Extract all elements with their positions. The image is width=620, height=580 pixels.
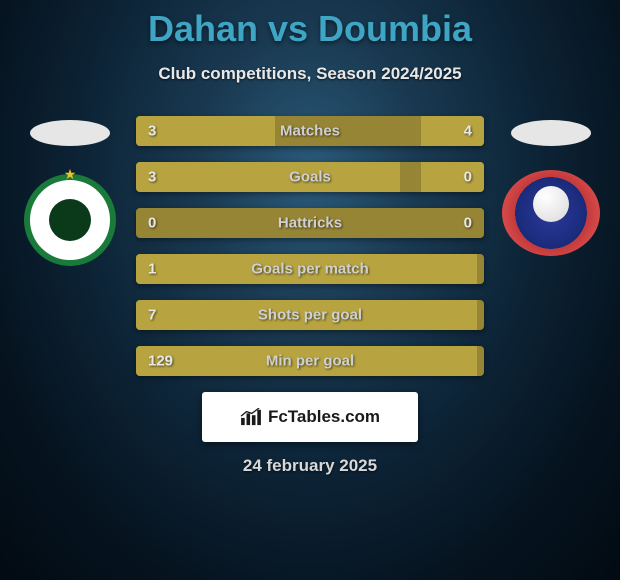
stat-label: Hattricks <box>278 215 342 232</box>
stat-row: 3 0 Goals <box>136 162 484 192</box>
snapshot-date: 24 february 2025 <box>0 456 620 476</box>
stat-value-left: 0 <box>148 215 156 232</box>
stat-row: 7 Shots per goal <box>136 300 484 330</box>
bar-left-fill <box>136 116 275 146</box>
subtitle: Club competitions, Season 2024/2025 <box>0 64 620 84</box>
stat-row: 0 0 Hattricks <box>136 208 484 238</box>
stat-value-right: 0 <box>464 169 472 186</box>
comparison-card: Dahan vs Doumbia Club competitions, Seas… <box>0 0 620 580</box>
bar-right-fill <box>421 162 484 192</box>
stats-table: 3 4 Matches 3 0 Goals 0 0 Hattricks 1 Goals per ma… <box>136 116 484 376</box>
stat-value-right: 0 <box>464 215 472 232</box>
watermark: FcTables.com <box>202 392 418 442</box>
stat-row: 129 Min per goal <box>136 346 484 376</box>
stat-value-left: 3 <box>148 169 156 186</box>
watermark-text: FcTables.com <box>268 407 380 427</box>
player-right-column <box>502 120 600 256</box>
stat-value-left: 3 <box>148 123 156 140</box>
stat-value-left: 129 <box>148 353 173 370</box>
stat-value-left: 7 <box>148 307 156 324</box>
page-title: Dahan vs Doumbia <box>0 0 620 50</box>
bar-right-fill <box>421 116 484 146</box>
opponent-badge <box>502 170 600 256</box>
watermark-chart-icon <box>240 408 262 426</box>
stat-label: Matches <box>280 123 340 140</box>
stat-label: Goals per match <box>251 261 369 278</box>
stat-value-right: 4 <box>464 123 472 140</box>
stat-value-left: 1 <box>148 261 156 278</box>
stat-row: 1 Goals per match <box>136 254 484 284</box>
stat-label: Goals <box>289 169 331 186</box>
avatar-placeholder-left <box>30 120 110 146</box>
maccabi-haifa-badge: ★ <box>20 170 120 270</box>
player-left-column: ★ <box>20 120 120 270</box>
stat-label: Min per goal <box>266 353 354 370</box>
stat-row: 3 4 Matches <box>136 116 484 146</box>
stat-label: Shots per goal <box>258 307 362 324</box>
star-icon: ★ <box>64 166 77 183</box>
avatar-placeholder-right <box>511 120 591 146</box>
bar-left-fill <box>136 162 400 192</box>
